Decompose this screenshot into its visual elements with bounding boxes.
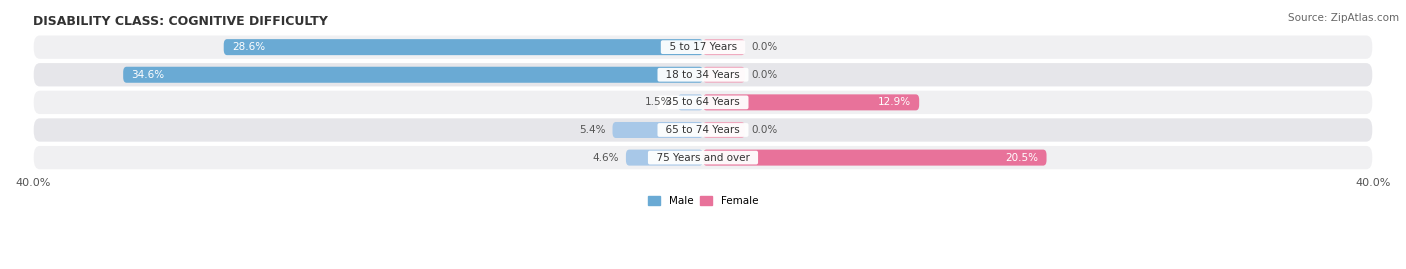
FancyBboxPatch shape (703, 39, 745, 55)
Text: 65 to 74 Years: 65 to 74 Years (659, 125, 747, 135)
Text: 0.0%: 0.0% (752, 70, 778, 80)
FancyBboxPatch shape (613, 122, 703, 138)
Text: 28.6%: 28.6% (232, 42, 266, 52)
Text: 0.0%: 0.0% (752, 125, 778, 135)
FancyBboxPatch shape (703, 67, 745, 83)
Text: 35 to 64 Years: 35 to 64 Years (659, 97, 747, 107)
Text: 12.9%: 12.9% (877, 97, 911, 107)
FancyBboxPatch shape (32, 62, 1374, 87)
FancyBboxPatch shape (678, 94, 703, 110)
Text: 20.5%: 20.5% (1005, 153, 1038, 162)
FancyBboxPatch shape (32, 117, 1374, 143)
Text: Source: ZipAtlas.com: Source: ZipAtlas.com (1288, 13, 1399, 23)
FancyBboxPatch shape (32, 90, 1374, 115)
Text: 4.6%: 4.6% (593, 153, 619, 162)
FancyBboxPatch shape (32, 145, 1374, 170)
FancyBboxPatch shape (626, 150, 703, 166)
Legend: Male, Female: Male, Female (644, 192, 762, 210)
FancyBboxPatch shape (703, 94, 920, 110)
FancyBboxPatch shape (703, 122, 745, 138)
Text: 18 to 34 Years: 18 to 34 Years (659, 70, 747, 80)
Text: 75 Years and over: 75 Years and over (650, 153, 756, 162)
Text: 1.5%: 1.5% (645, 97, 671, 107)
FancyBboxPatch shape (703, 150, 1046, 166)
Text: 34.6%: 34.6% (132, 70, 165, 80)
Text: 5 to 17 Years: 5 to 17 Years (662, 42, 744, 52)
Text: 0.0%: 0.0% (752, 42, 778, 52)
FancyBboxPatch shape (224, 39, 703, 55)
Text: DISABILITY CLASS: COGNITIVE DIFFICULTY: DISABILITY CLASS: COGNITIVE DIFFICULTY (32, 15, 328, 28)
FancyBboxPatch shape (124, 67, 703, 83)
FancyBboxPatch shape (32, 34, 1374, 60)
Text: 5.4%: 5.4% (579, 125, 606, 135)
